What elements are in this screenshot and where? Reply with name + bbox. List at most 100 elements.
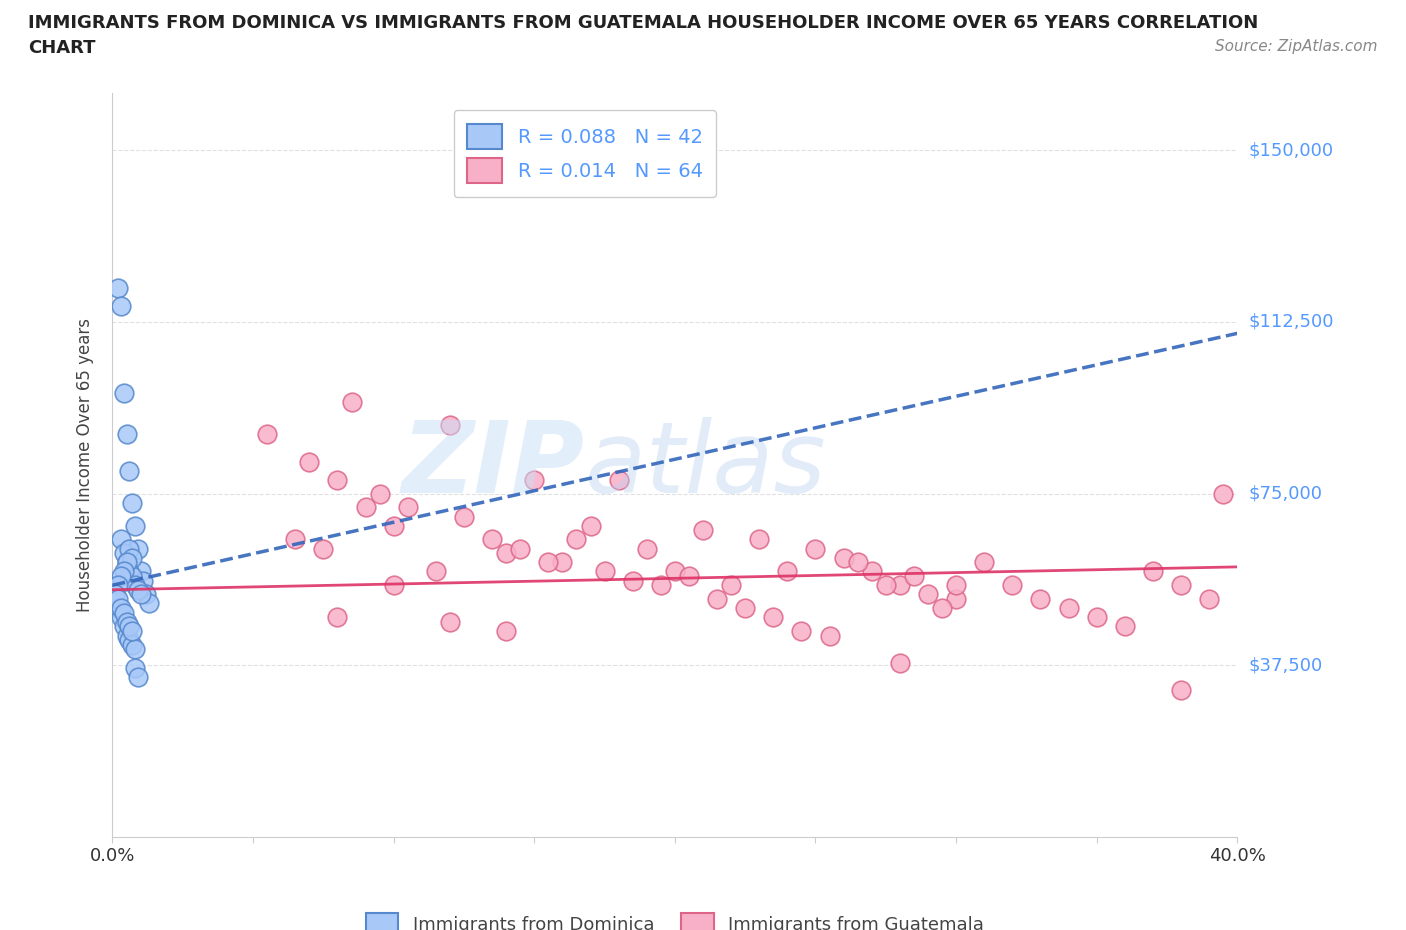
Point <box>115 628 138 643</box>
Point <box>832 551 855 565</box>
Point <box>118 619 141 634</box>
Point <box>115 615 138 630</box>
Point <box>118 564 141 578</box>
Point <box>1170 683 1192 698</box>
Point <box>889 578 911 592</box>
Point <box>720 578 742 592</box>
Point <box>396 500 419 515</box>
Text: $75,000: $75,000 <box>1249 485 1323 502</box>
Point <box>118 632 141 647</box>
Point <box>551 555 574 570</box>
Point <box>1142 564 1164 578</box>
Point <box>354 500 377 515</box>
Point <box>1057 601 1080 616</box>
Point <box>127 670 149 684</box>
Point <box>762 610 785 625</box>
Point <box>818 628 841 643</box>
Point <box>453 509 475 524</box>
Point <box>107 578 129 592</box>
Point <box>776 564 799 578</box>
Point <box>1085 610 1108 625</box>
Point <box>110 601 132 616</box>
Point <box>495 546 517 561</box>
Point <box>138 596 160 611</box>
Text: IMMIGRANTS FROM DOMINICA VS IMMIGRANTS FROM GUATEMALA HOUSEHOLDER INCOME OVER 65: IMMIGRANTS FROM DOMINICA VS IMMIGRANTS F… <box>28 14 1258 32</box>
Point <box>931 601 953 616</box>
Point <box>1001 578 1024 592</box>
Point <box>917 587 939 602</box>
Point <box>129 587 152 602</box>
Point <box>110 299 132 313</box>
Point <box>112 605 135 620</box>
Point <box>664 564 686 578</box>
Point <box>112 564 135 578</box>
Point <box>135 587 157 602</box>
Point <box>127 541 149 556</box>
Point <box>340 394 363 409</box>
Point <box>121 623 143 638</box>
Point <box>495 623 517 638</box>
Point <box>1170 578 1192 592</box>
Point <box>110 610 132 625</box>
Point <box>439 418 461 432</box>
Point <box>118 541 141 556</box>
Point <box>636 541 658 556</box>
Point <box>860 564 883 578</box>
Point <box>104 587 127 602</box>
Point <box>706 591 728 606</box>
Point <box>748 532 770 547</box>
Point <box>110 532 132 547</box>
Point <box>621 573 644 588</box>
Point <box>110 568 132 583</box>
Point <box>945 578 967 592</box>
Point <box>1198 591 1220 606</box>
Point <box>734 601 756 616</box>
Point <box>312 541 335 556</box>
Point <box>607 472 630 487</box>
Legend: Immigrants from Dominica, Immigrants from Guatemala: Immigrants from Dominica, Immigrants fro… <box>359 906 991 930</box>
Point <box>790 623 813 638</box>
Point <box>1029 591 1052 606</box>
Point <box>537 555 560 570</box>
Point <box>889 656 911 671</box>
Point <box>945 591 967 606</box>
Point <box>124 642 146 657</box>
Point <box>439 615 461 630</box>
Point <box>124 660 146 675</box>
Point <box>121 637 143 652</box>
Point <box>903 568 925 583</box>
Point <box>132 573 155 588</box>
Point <box>382 518 405 533</box>
Point <box>875 578 897 592</box>
Point <box>107 591 129 606</box>
Point <box>284 532 307 547</box>
Point <box>121 496 143 511</box>
Point <box>112 385 135 400</box>
Point <box>650 578 672 592</box>
Text: atlas: atlas <box>585 417 827 513</box>
Point <box>565 532 588 547</box>
Y-axis label: Householder Income Over 65 years: Householder Income Over 65 years <box>76 318 94 612</box>
Point <box>368 486 391 501</box>
Point <box>846 555 869 570</box>
Text: Source: ZipAtlas.com: Source: ZipAtlas.com <box>1215 39 1378 54</box>
Text: ZIP: ZIP <box>402 417 585 513</box>
Point <box>481 532 503 547</box>
Point <box>129 564 152 578</box>
Point <box>593 564 616 578</box>
Point <box>692 523 714 538</box>
Point <box>115 555 138 570</box>
Point <box>256 427 278 442</box>
Point <box>107 280 129 295</box>
Point <box>115 427 138 442</box>
Point <box>127 582 149 597</box>
Point <box>326 472 349 487</box>
Point <box>1212 486 1234 501</box>
Point <box>112 546 135 561</box>
Point <box>124 518 146 533</box>
Text: $37,500: $37,500 <box>1249 657 1323 674</box>
Text: CHART: CHART <box>28 39 96 57</box>
Point <box>121 568 143 583</box>
Point <box>118 463 141 478</box>
Point <box>121 551 143 565</box>
